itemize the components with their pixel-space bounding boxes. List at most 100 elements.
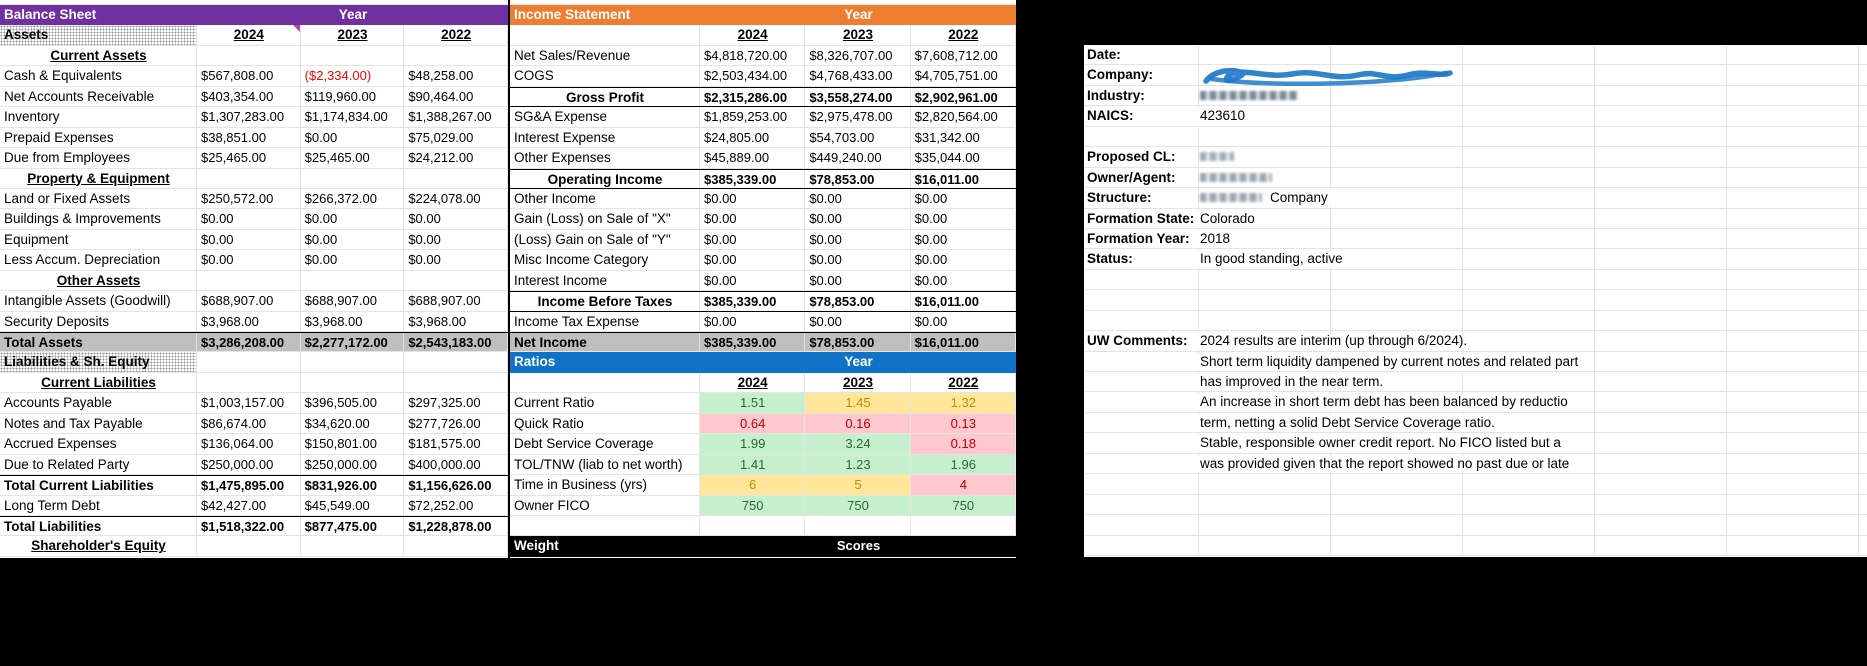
uw-comment-line[interactable]: has improved in the near term. bbox=[1198, 372, 1867, 391]
cell-2023[interactable]: $0.00 bbox=[301, 209, 405, 229]
cell-2022[interactable]: $224,078.00 bbox=[404, 188, 508, 209]
cell-2023[interactable] bbox=[301, 372, 405, 393]
cell-2022[interactable]: $277,726.00 bbox=[404, 413, 508, 434]
structure-value[interactable]: Company bbox=[1198, 188, 1867, 208]
cell-2023[interactable]: $396,505.00 bbox=[301, 393, 405, 413]
cell-2024[interactable]: 1.99 bbox=[700, 434, 806, 454]
cell-2022[interactable]: $90,464.00 bbox=[404, 86, 508, 107]
cell-2023[interactable]: $78,853.00 bbox=[805, 169, 911, 188]
cell-2024[interactable]: $250,000.00 bbox=[197, 454, 301, 475]
formation-state-label[interactable]: Formation State: bbox=[1087, 210, 1195, 226]
cell-2023[interactable]: $0.00 bbox=[805, 188, 911, 209]
uw-comment-line[interactable]: An increase in short term debt has been … bbox=[1198, 392, 1867, 412]
cell-2024[interactable] bbox=[197, 168, 301, 188]
cell-2022[interactable]: 0.13 bbox=[910, 413, 1016, 434]
cell-2022[interactable]: $2,820,564.00 bbox=[911, 107, 1016, 127]
cell-2023[interactable]: $449,240.00 bbox=[805, 148, 911, 168]
cell-2024[interactable] bbox=[197, 372, 301, 393]
formation-year-value[interactable]: 2018 bbox=[1198, 229, 1867, 248]
empty-cell[interactable] bbox=[1198, 495, 1867, 514]
bs-year-2024-cell[interactable]: 2024 bbox=[197, 25, 301, 45]
cell-label[interactable]: Accrued Expenses bbox=[0, 434, 197, 454]
cell-2024[interactable]: $45,889.00 bbox=[700, 148, 806, 168]
cell-2024[interactable]: $385,339.00 bbox=[700, 333, 806, 352]
empty-cell[interactable] bbox=[510, 25, 700, 45]
cell-label[interactable]: Cash & Equivalents bbox=[0, 66, 197, 86]
cell-2023[interactable]: ($2,334.00) bbox=[301, 66, 405, 86]
cell-label[interactable]: Due to Related Party bbox=[0, 454, 197, 475]
cell-2022[interactable]: $3,968.00 bbox=[404, 311, 508, 331]
uw-comment-line[interactable]: was provided given that the report showe… bbox=[1198, 454, 1867, 473]
empty-cell[interactable] bbox=[510, 372, 700, 393]
empty-cell[interactable] bbox=[1084, 352, 1198, 371]
cell-2022[interactable]: 0.18 bbox=[910, 434, 1016, 454]
naics-label[interactable]: NAICS: bbox=[1087, 108, 1134, 124]
cell-2023[interactable] bbox=[301, 352, 405, 372]
cell-2024[interactable]: $4,818,720.00 bbox=[700, 45, 806, 66]
cell-label[interactable]: Inventory bbox=[0, 107, 197, 127]
cell-label[interactable]: Property & Equipment bbox=[0, 168, 197, 188]
company-label[interactable]: Company: bbox=[1087, 67, 1154, 83]
empty-cell[interactable] bbox=[1084, 454, 1198, 473]
cell-label[interactable]: Accounts Payable bbox=[0, 393, 197, 413]
cell-2024[interactable]: 750 bbox=[700, 495, 806, 515]
empty-cell[interactable] bbox=[1084, 127, 1198, 146]
uw-comment-line[interactable]: Short term liquidity dampened by current… bbox=[1198, 352, 1867, 371]
ratios-year-label[interactable]: Year bbox=[844, 354, 873, 370]
cell-2024[interactable]: $1,475,895.00 bbox=[197, 476, 301, 495]
cell-label[interactable]: Net Accounts Receivable bbox=[0, 86, 197, 107]
cell-2022[interactable]: $0.00 bbox=[911, 229, 1016, 250]
cell-2024[interactable]: $38,851.00 bbox=[197, 127, 301, 148]
cell-2024[interactable]: $385,339.00 bbox=[700, 169, 806, 188]
cell-2022[interactable]: 1.96 bbox=[910, 454, 1016, 475]
empty-cell[interactable] bbox=[1198, 270, 1867, 289]
empty-cell[interactable] bbox=[1084, 495, 1198, 514]
cell-label[interactable]: Notes and Tax Payable bbox=[0, 413, 197, 434]
cell-2022[interactable]: $400,000.00 bbox=[404, 454, 508, 475]
empty-cell[interactable] bbox=[1198, 311, 1867, 330]
cell-label[interactable]: COGS bbox=[510, 66, 700, 86]
cell-label[interactable]: Interest Expense bbox=[510, 127, 700, 148]
scores-label[interactable]: Scores bbox=[836, 538, 881, 554]
cell-2023[interactable]: $2,975,478.00 bbox=[805, 107, 911, 127]
cell-label[interactable]: Other Assets bbox=[0, 270, 197, 291]
cell-2024[interactable]: $0.00 bbox=[700, 188, 806, 209]
date-label[interactable]: Date: bbox=[1087, 47, 1121, 62]
cell-2024[interactable]: $2,315,286.00 bbox=[700, 87, 806, 107]
cell-2022[interactable]: 1.32 bbox=[910, 393, 1016, 413]
cell-2023[interactable]: $266,372.00 bbox=[301, 188, 405, 209]
cell-2023[interactable]: $831,926.00 bbox=[301, 476, 405, 495]
empty-cell[interactable] bbox=[1084, 372, 1198, 391]
cell-2023[interactable] bbox=[301, 536, 405, 556]
ratios-year-2024-cell[interactable]: 2024 bbox=[700, 372, 806, 393]
cell-2024[interactable]: 0.64 bbox=[700, 413, 806, 434]
cell-2023[interactable]: $3,968.00 bbox=[301, 311, 405, 331]
owner-agent-label[interactable]: Owner/Agent: bbox=[1087, 169, 1176, 185]
cell-label[interactable]: Shareholder's Equity bbox=[0, 536, 197, 556]
uw-comment-line[interactable]: term, netting a solid Debt Service Cover… bbox=[1198, 413, 1867, 432]
cell-2024[interactable]: $2,503,434.00 bbox=[700, 66, 806, 86]
cell-2024[interactable]: $1,307,283.00 bbox=[197, 107, 301, 127]
cell-label[interactable]: Time in Business (yrs) bbox=[510, 475, 700, 495]
cell-2022[interactable]: $16,011.00 bbox=[911, 292, 1016, 311]
cell-2022[interactable]: $7,608,712.00 bbox=[911, 45, 1016, 66]
cell-2023[interactable] bbox=[301, 270, 405, 291]
cell-2023[interactable]: 0.16 bbox=[805, 413, 911, 434]
formation-year-label[interactable]: Formation Year: bbox=[1087, 230, 1190, 246]
cell-2022[interactable]: $75,029.00 bbox=[404, 127, 508, 148]
cell-2024[interactable]: $86,674.00 bbox=[197, 413, 301, 434]
empty-cell[interactable] bbox=[1198, 290, 1867, 309]
balance-sheet-year-label[interactable]: Year bbox=[338, 7, 368, 22]
cell-2023[interactable]: $0.00 bbox=[301, 250, 405, 270]
cell-label[interactable]: Prepaid Expenses bbox=[0, 127, 197, 148]
cell-2024[interactable]: $0.00 bbox=[700, 209, 806, 229]
cell-2023[interactable]: $0.00 bbox=[805, 209, 911, 229]
cell-label[interactable]: Security Deposits bbox=[0, 311, 197, 331]
empty-cell[interactable] bbox=[1084, 433, 1198, 452]
cell-label[interactable]: Current Assets bbox=[0, 45, 197, 66]
cell-2023[interactable]: $250,000.00 bbox=[301, 454, 405, 475]
cell-2023[interactable]: 750 bbox=[805, 495, 911, 515]
cell-2022[interactable]: $181,575.00 bbox=[404, 434, 508, 454]
cell-label[interactable]: Quick Ratio bbox=[510, 413, 700, 434]
cell-2023[interactable]: $150,801.00 bbox=[301, 434, 405, 454]
